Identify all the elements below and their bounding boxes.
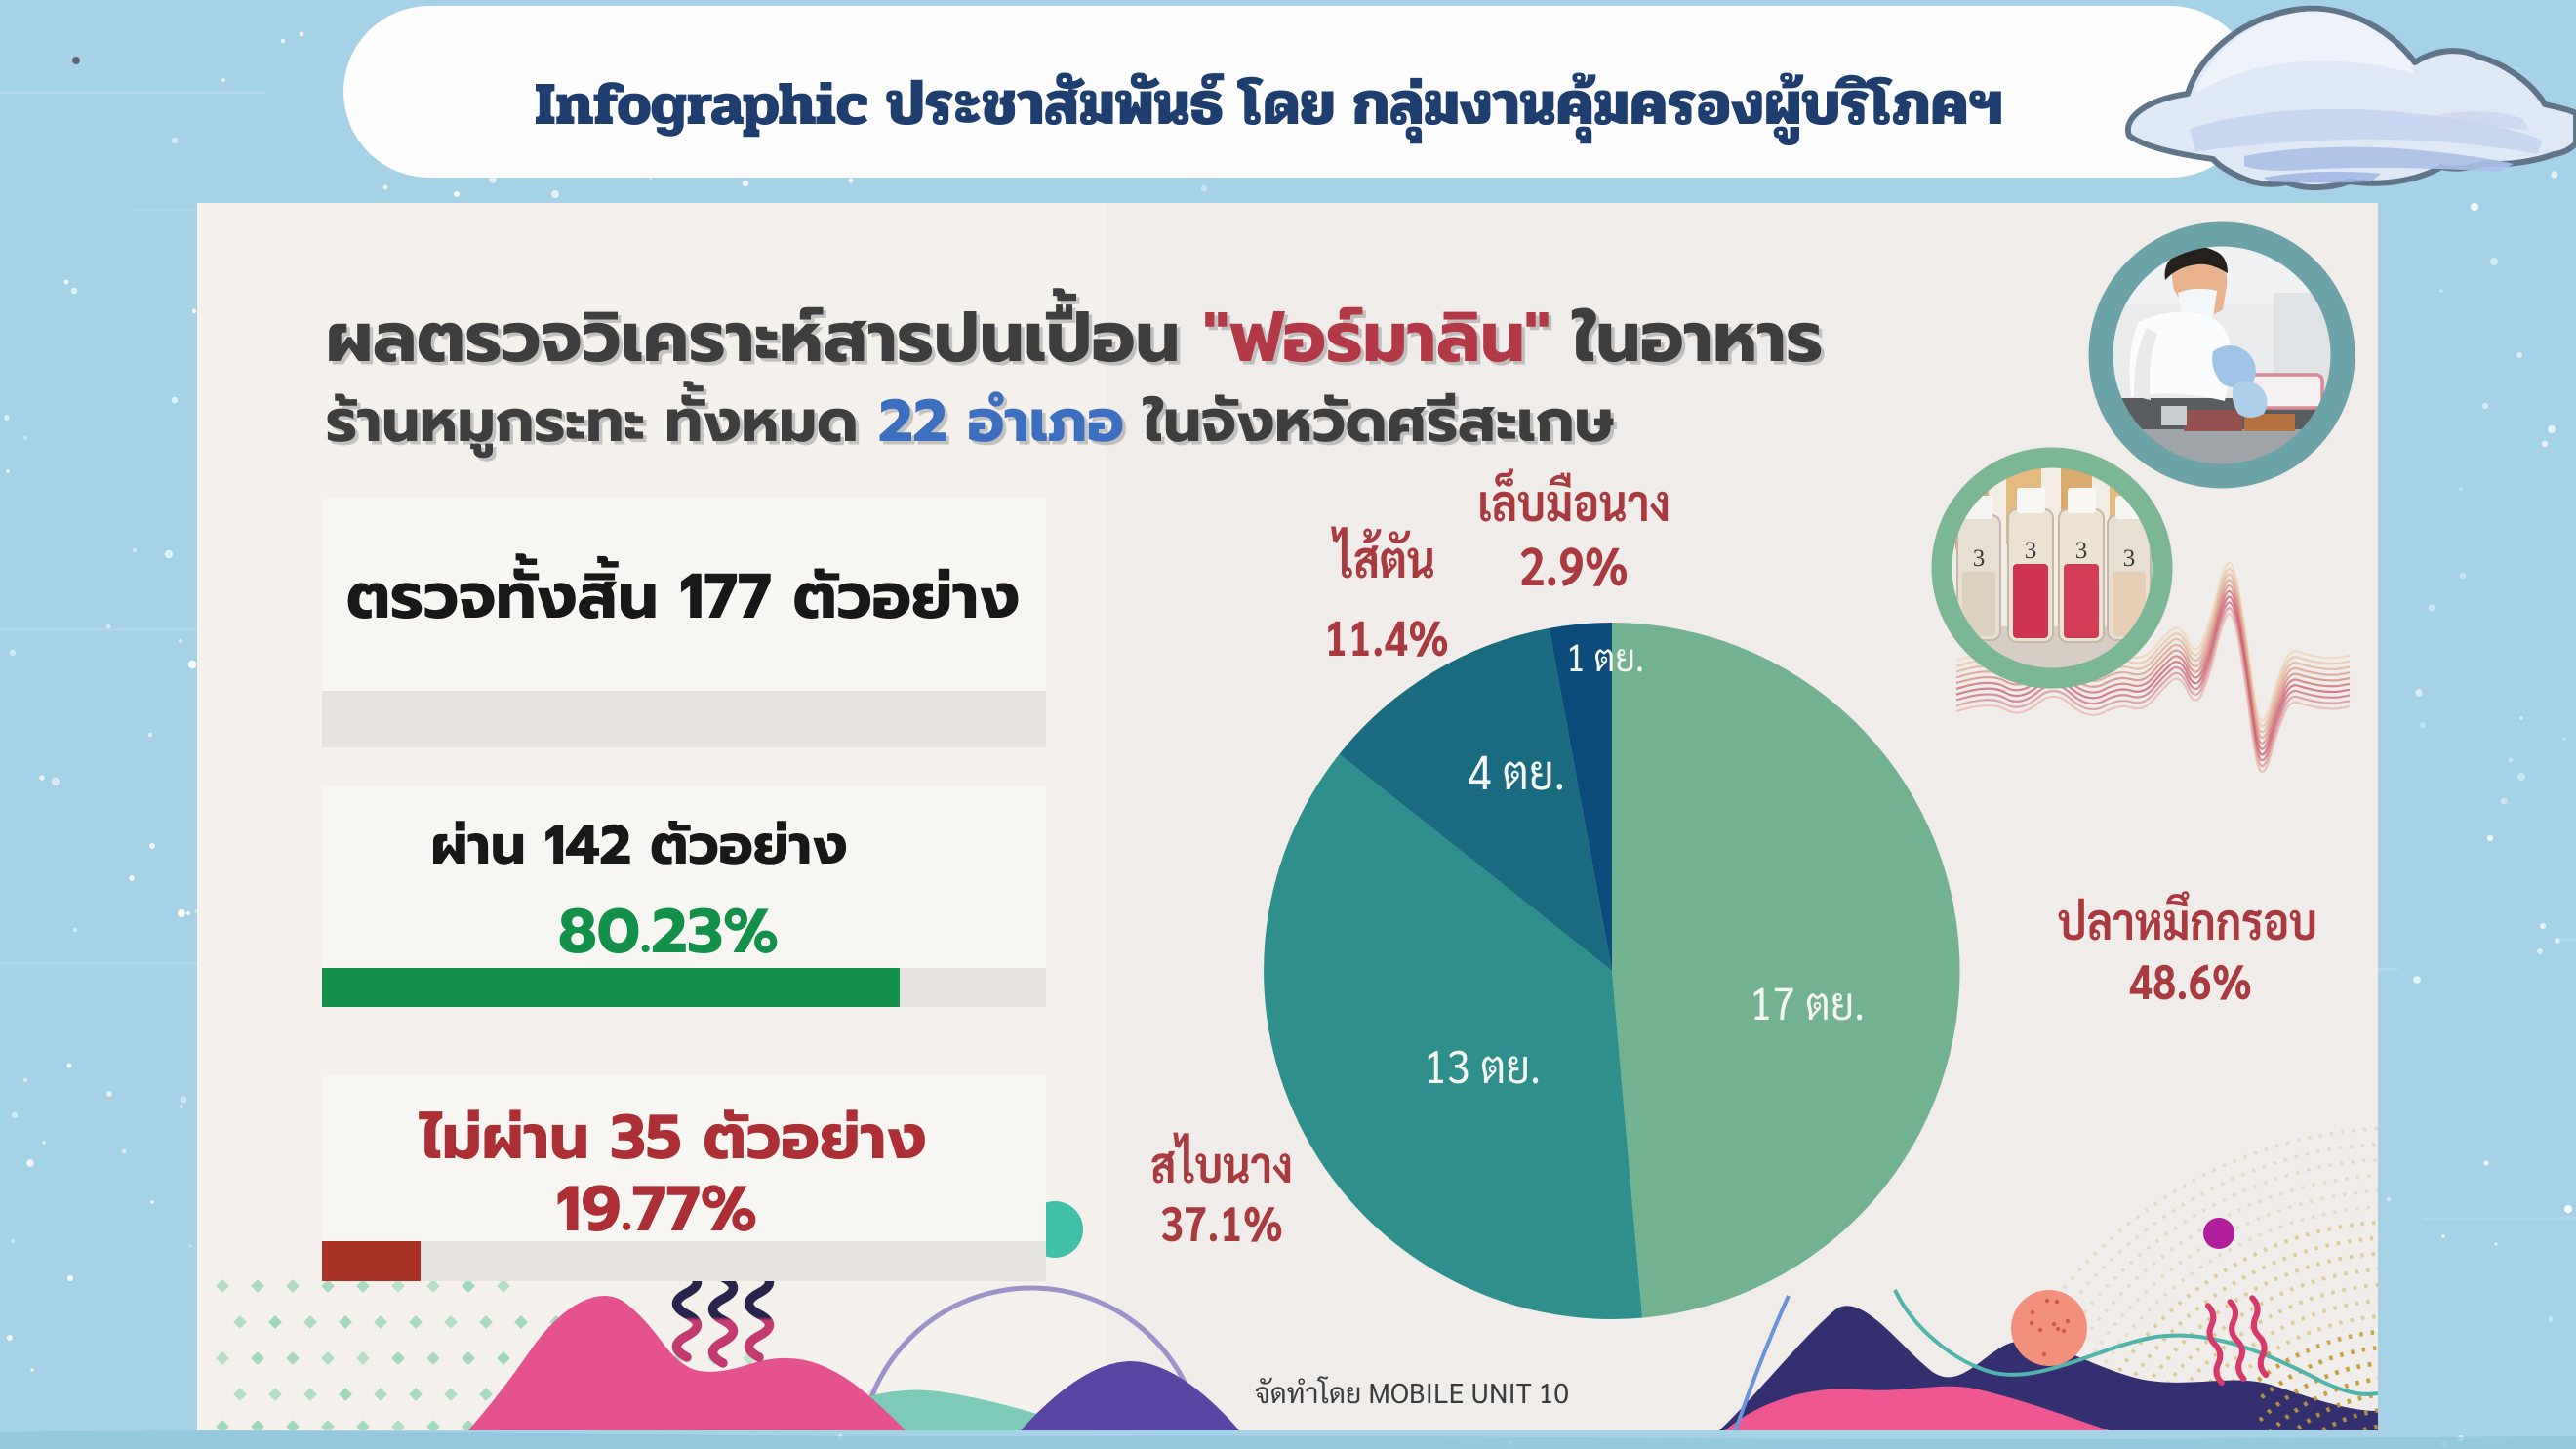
svg-text:3: 3: [1973, 545, 1986, 572]
svg-text:3: 3: [2075, 538, 2088, 564]
svg-text:3: 3: [2025, 538, 2037, 564]
svg-text:3: 3: [2123, 545, 2136, 572]
